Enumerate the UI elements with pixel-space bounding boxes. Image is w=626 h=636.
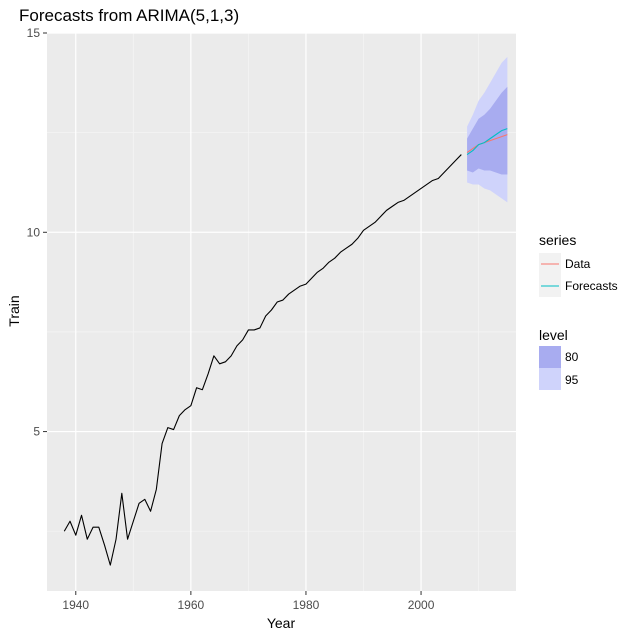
x-axis-ticks: 1940 1960 1980 2000 xyxy=(62,591,435,612)
forecasts-line xyxy=(466,128,508,156)
x-tick-label: 1960 xyxy=(178,598,205,612)
band-80 xyxy=(467,86,508,175)
legend-key-95 xyxy=(539,368,561,390)
legend: series Data Forecasts level 80 95 xyxy=(539,232,618,390)
y-axis-title: Train xyxy=(6,295,22,326)
y-tick-label: 5 xyxy=(33,425,40,439)
y-tick-label: 15 xyxy=(27,26,41,40)
legend-level-title: level xyxy=(539,327,568,343)
data-line xyxy=(466,134,508,154)
y-axis-ticks: 5 10 15 xyxy=(27,26,47,439)
legend-key-80 xyxy=(539,346,561,368)
chart-title: Forecasts from ARIMA(5,1,3) xyxy=(19,6,239,25)
legend-label-data: Data xyxy=(565,257,591,271)
prediction-intervals xyxy=(467,56,508,203)
x-tick-label: 1940 xyxy=(62,598,89,612)
legend-label-95: 95 xyxy=(565,373,579,387)
x-tick-label: 1980 xyxy=(293,598,320,612)
y-tick-label: 10 xyxy=(27,225,41,239)
series-lines xyxy=(63,128,508,566)
history-line xyxy=(63,154,462,566)
legend-label-forecasts: Forecasts xyxy=(565,279,618,293)
x-axis-title: Year xyxy=(267,615,296,631)
legend-label-80: 80 xyxy=(565,350,579,364)
x-tick-label: 2000 xyxy=(408,598,435,612)
plot-panel xyxy=(47,33,516,591)
grid-major xyxy=(47,32,516,591)
legend-series-title: series xyxy=(539,232,576,248)
